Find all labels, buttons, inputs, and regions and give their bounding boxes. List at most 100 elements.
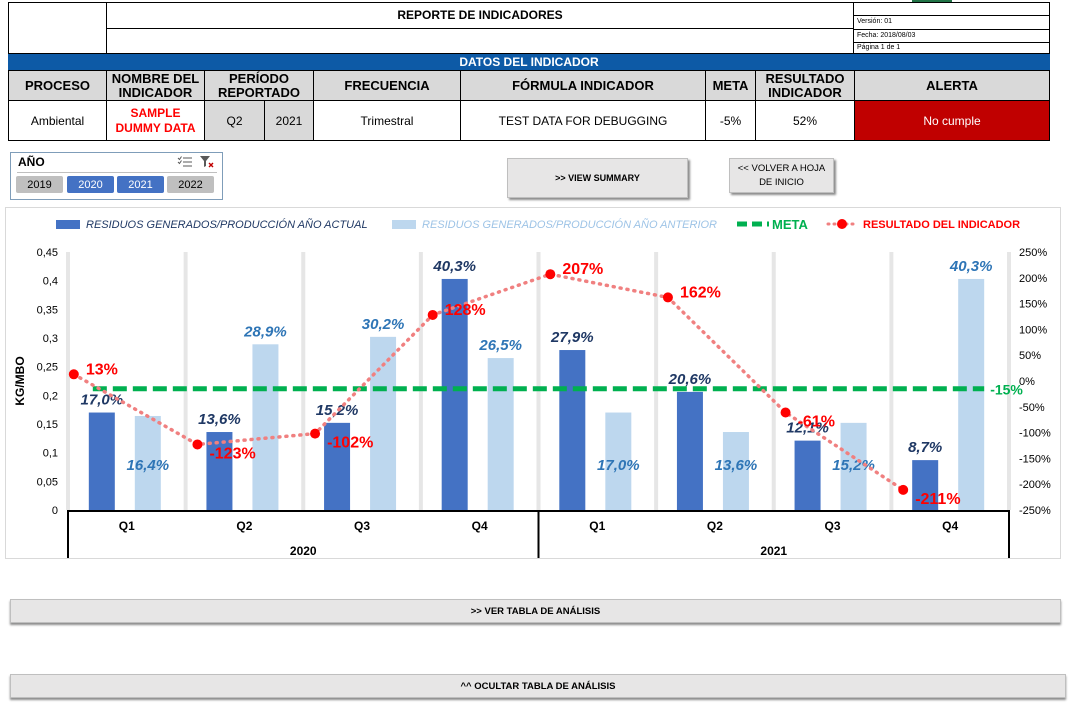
result-label: -123%: [209, 445, 255, 462]
bar-current-8: [912, 460, 939, 510]
cell-resultado: 52%: [755, 100, 855, 141]
y2-tick-label: 50%: [1019, 350, 1041, 362]
bar-previous-8: [958, 278, 985, 510]
bar-previous-label: 40,3%: [949, 258, 993, 275]
clear-filter-icon[interactable]: [199, 155, 215, 169]
bar-current-label: 20,6%: [668, 371, 712, 388]
result-label: -102%: [327, 435, 373, 452]
y-tick-label: 0,3: [43, 333, 58, 345]
header-proceso: PROCESO: [8, 70, 107, 101]
result-line: [72, 272, 905, 492]
ocultar-tabla-button[interactable]: ^^ OCULTAR TABLA DE ANÁLISIS: [10, 674, 1066, 698]
y-tick-label: 0,15: [37, 419, 58, 431]
bar-current-1: [88, 412, 115, 510]
cell-periodo-quarter: Q2: [204, 100, 265, 141]
y-tick-label: 0,4: [43, 276, 58, 288]
header-alerta: ALERTA: [854, 70, 1050, 101]
cell-meta: -5%: [705, 100, 756, 141]
result-point-7: [780, 407, 791, 418]
bar-current-5: [559, 350, 586, 510]
report-title: REPORTE DE INDICADORES: [107, 2, 854, 29]
header-resultado: RESULTADO INDICADOR: [755, 70, 855, 101]
bar-current-label: 13,6%: [198, 411, 241, 428]
cell-nombre: SAMPLE DUMMY DATA: [106, 100, 205, 141]
slicer-title: AÑO: [18, 155, 45, 169]
result-point-5: [545, 269, 556, 280]
bar-current-label: 40,3%: [432, 258, 476, 275]
bar-current-7: [794, 440, 821, 510]
meta-end-label: -15%: [990, 382, 1023, 398]
x-tick-label: Q4: [942, 519, 958, 533]
x-tick-label: Q1: [589, 519, 605, 533]
bar-previous-5: [605, 412, 632, 510]
bar-previous-label: 26,5%: [478, 337, 522, 354]
y2-tick-label: 0%: [1019, 376, 1035, 388]
x-group-label: 2021: [760, 544, 787, 558]
view-summary-button[interactable]: >> VIEW SUMMARY: [507, 158, 688, 198]
y2-tick-label: 150%: [1019, 299, 1047, 311]
bar-current-2: [206, 432, 233, 510]
bar-previous-7: [840, 422, 867, 510]
meta-divider-2: [854, 29, 1050, 30]
bar-current-6: [676, 391, 703, 510]
header-frecuencia: FRECUENCIA: [313, 70, 461, 101]
y2-tick-label: -150%: [1019, 453, 1051, 465]
y2-tick-label: -50%: [1019, 402, 1045, 414]
report-header: [8, 2, 1050, 54]
volver-inicio-button[interactable]: << VOLVER A HOJA DE INICIO: [729, 158, 834, 193]
slicer-item-2019[interactable]: 2019: [16, 176, 63, 193]
multi-select-icon[interactable]: [177, 155, 193, 169]
x-tick-label: Q3: [354, 519, 370, 533]
cell-proceso: Ambiental: [8, 100, 107, 141]
result-label: 128%: [445, 302, 486, 319]
legend-swatch-current: [56, 220, 80, 229]
x-tick-label: Q3: [825, 519, 841, 533]
x-tick-label: Q2: [707, 519, 723, 533]
x-group-label: 2020: [290, 544, 317, 558]
header-nombre: NOMBRE DEL INDICADOR: [106, 70, 205, 101]
result-point-1: [68, 369, 79, 380]
bar-previous-label: 17,0%: [597, 457, 640, 474]
legend-label-meta: META: [772, 217, 808, 232]
result-point-3: [310, 428, 321, 439]
result-point-8: [898, 484, 909, 495]
bar-previous-label: 16,4%: [127, 457, 170, 474]
legend-label-previous: RESIDUOS GENERADOS/PRODUCCIÓN AÑO ANTERI…: [422, 218, 717, 231]
slicer-item-2022[interactable]: 2022: [167, 176, 214, 193]
bar-previous-4: [487, 358, 514, 510]
bar-current-3: [324, 422, 351, 510]
y-tick-label: 0,45: [37, 247, 58, 259]
y2-tick-label: -200%: [1019, 479, 1051, 491]
slicer-item-2020[interactable]: 2020: [67, 176, 114, 193]
x-tick-label: Q4: [472, 519, 488, 533]
result-point-2: [192, 439, 203, 450]
y-axis-label: KG/MBO: [13, 356, 27, 405]
cell-formula: TEST DATA FOR DEBUGGING: [460, 100, 706, 141]
y-tick-label: 0: [52, 505, 58, 517]
section-title: DATOS DEL INDICADOR: [8, 54, 1050, 70]
slicer-item-2021[interactable]: 2021: [117, 176, 164, 193]
bar-previous-2: [252, 344, 279, 510]
y2-tick-label: 250%: [1019, 247, 1047, 259]
y-tick-label: 0,25: [37, 362, 58, 374]
chart-frame: 0 0,05 0,1 0,15 0,2 0,25 0,3 0,35 0,4 0,45 -250% -2…: [5, 207, 1061, 559]
bar-current-label: 8,7%: [908, 439, 942, 456]
result-point-6: [662, 292, 673, 303]
top-green-tab: [912, 0, 952, 2]
meta-divider-1: [854, 15, 1050, 16]
bar-previous-label: 13,6%: [715, 457, 758, 474]
y-tick-label: 0,2: [43, 390, 58, 402]
slicer-divider: [17, 172, 217, 173]
bar-previous-1: [134, 415, 161, 510]
y2-tick-label: -250%: [1019, 505, 1051, 517]
result-label: -61%: [798, 413, 835, 430]
header-meta: META: [705, 70, 756, 101]
y-tick-label: 0,05: [37, 476, 58, 488]
bar-previous-label: 28,9%: [243, 323, 287, 340]
result-label: 13%: [86, 361, 118, 378]
y-tick-label: 0,1: [43, 448, 58, 460]
cell-frecuencia: Trimestral: [313, 100, 461, 141]
ver-tabla-button[interactable]: >> VER TABLA DE ANÁLISIS: [10, 599, 1061, 623]
logo-area: [8, 2, 107, 54]
bar-current-4: [441, 278, 468, 510]
